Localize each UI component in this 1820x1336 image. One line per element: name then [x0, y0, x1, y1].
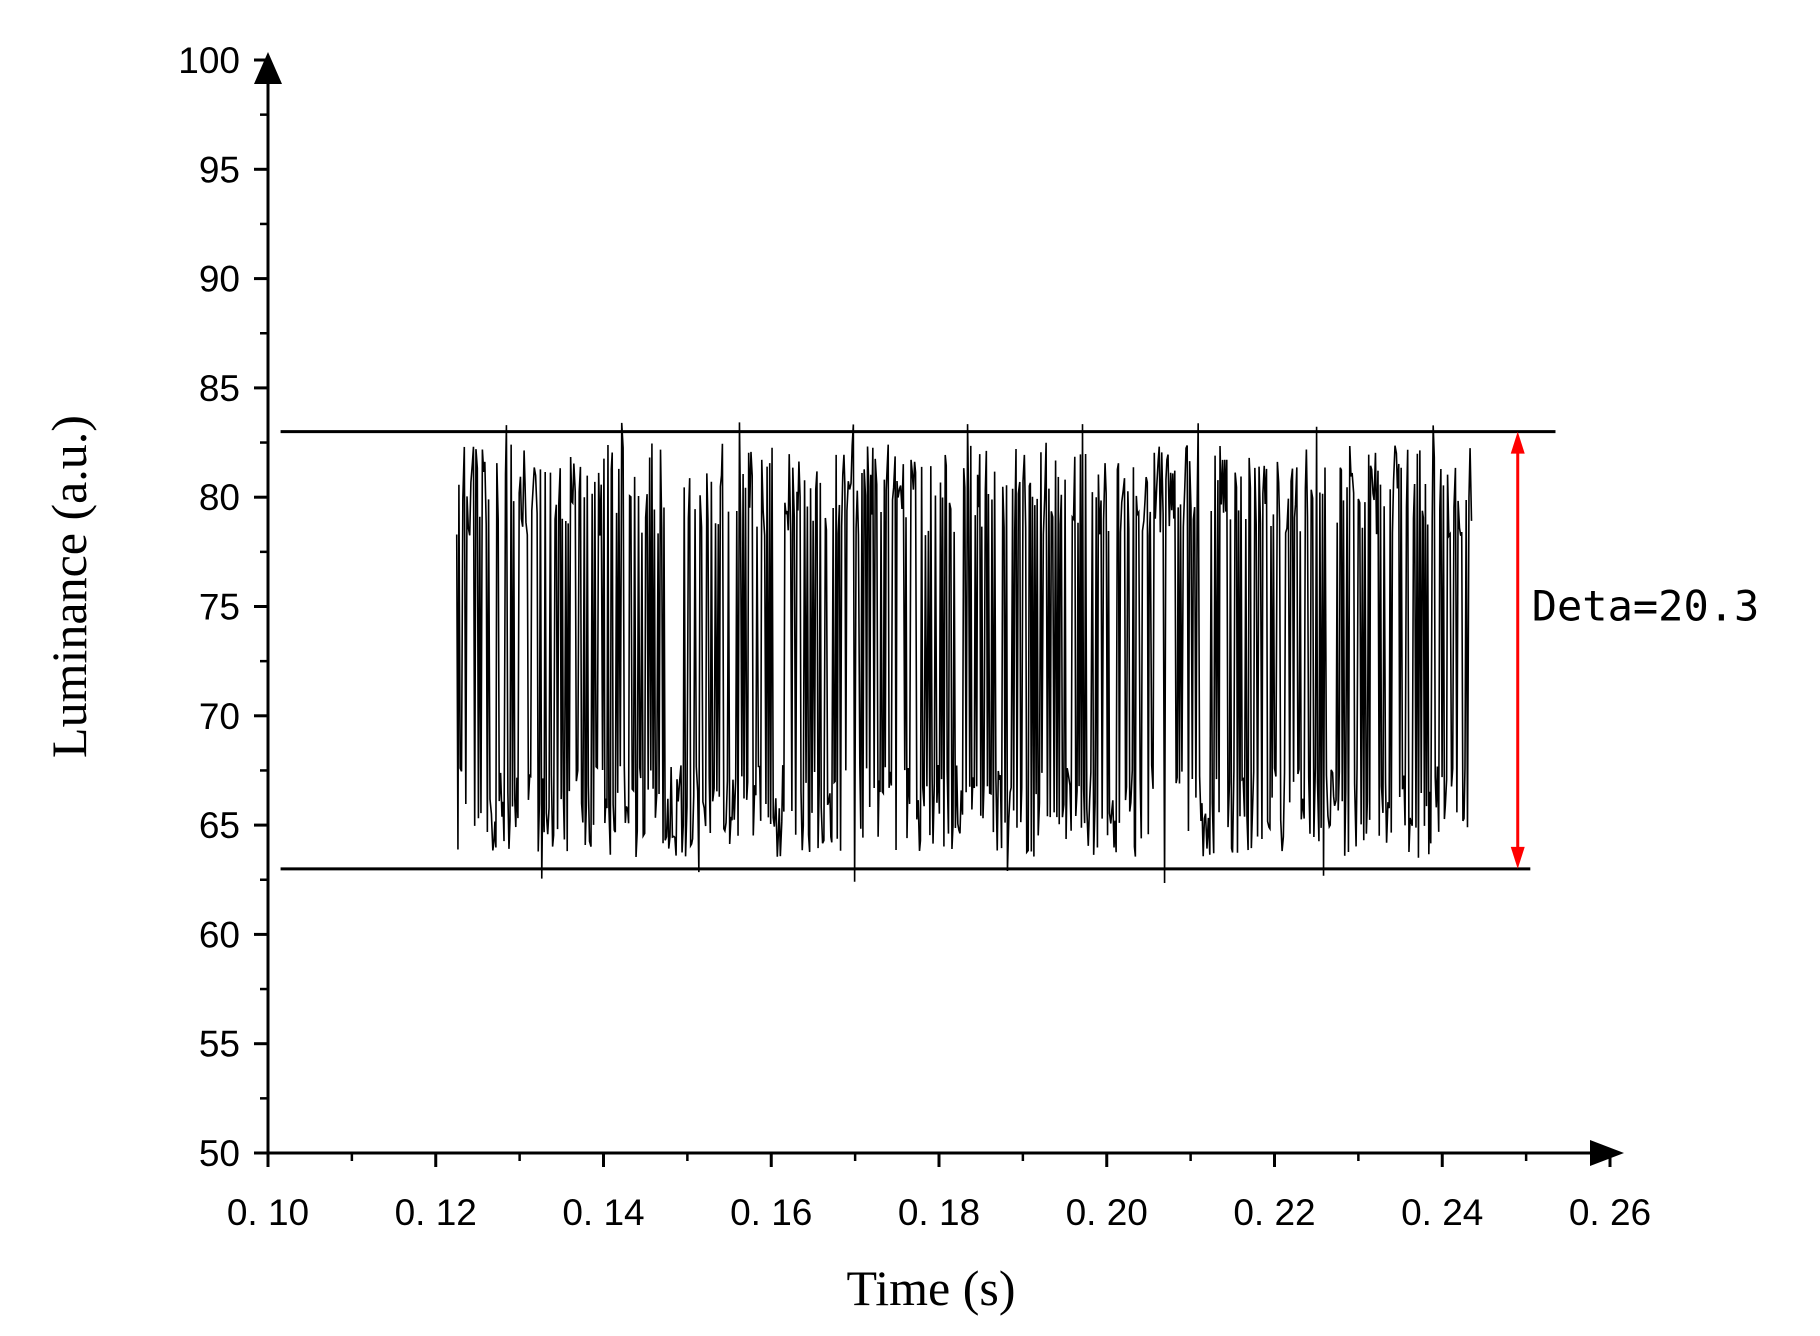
y-tick-label: 70 [199, 696, 240, 737]
x-tick-label: 0. 14 [562, 1192, 644, 1233]
y-tick-label: 75 [199, 587, 240, 628]
y-tick-label: 55 [199, 1024, 240, 1065]
y-tick-label: 50 [199, 1133, 240, 1174]
y-tick-label: 100 [178, 40, 240, 81]
x-tick-label: 0. 20 [1066, 1192, 1148, 1233]
x-tick-label: 0. 26 [1569, 1192, 1651, 1233]
arrow-up-icon [1510, 431, 1525, 454]
x-axis-arrow-icon [1590, 1140, 1624, 1166]
x-tick-label: 0. 22 [1233, 1192, 1315, 1233]
arrow-down-icon [1510, 846, 1525, 869]
delta-annotation-label: Deta=20.3 [1532, 582, 1760, 631]
y-axis-title: Luminance (a.u.) [41, 415, 97, 758]
x-tick-label: 0. 16 [730, 1192, 812, 1233]
reference-lines [280, 430, 1556, 871]
x-tick-label: 0. 24 [1401, 1192, 1483, 1233]
x-tick-label: 0. 10 [227, 1192, 309, 1233]
y-tick-label: 80 [199, 477, 240, 518]
axes: 50 55 60 65 70 75 80 85 90 95 100 0. 10 0. 12 0. 14 0.… [178, 40, 1651, 1233]
x-tick-label: 0. 18 [898, 1192, 980, 1233]
series-layer [455, 422, 1473, 883]
y-tick-label: 95 [199, 149, 240, 190]
x-axis-title: Time (s) [846, 1260, 1015, 1316]
series-line [455, 422, 1473, 883]
y-tick-label: 90 [199, 259, 240, 300]
y-tick-label: 85 [199, 368, 240, 409]
y-tick-label: 65 [199, 805, 240, 846]
y-axis-arrow-icon [254, 52, 282, 84]
x-tick-label: 0. 12 [395, 1192, 477, 1233]
y-tick-label: 60 [199, 914, 240, 955]
annotation-layer: Deta=20.3 [1510, 431, 1760, 869]
